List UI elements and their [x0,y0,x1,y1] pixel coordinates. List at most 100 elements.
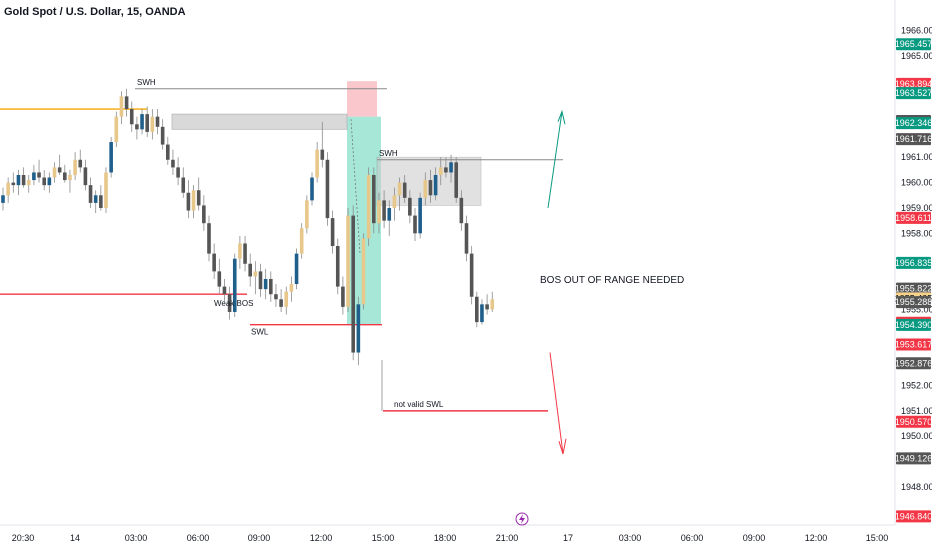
candle-body [402,182,407,198]
candle-body [258,271,263,290]
candle-body [191,190,196,211]
price-badge [896,256,931,269]
candle-body [428,180,433,196]
candle-body [248,263,252,277]
price-badge-label: 1955.288 [895,297,932,307]
candle-body [109,142,113,173]
candle-body [145,114,149,132]
candle-body [83,167,88,186]
time-tick-label: 06:00 [187,533,210,543]
candle-body [392,195,397,208]
candle-body [78,159,83,168]
candle-body [63,172,67,181]
time-tick-label: 03:00 [619,533,642,543]
candle-body [387,207,392,221]
candle-body [57,167,62,173]
price-badge-label: 1956.835 [895,258,932,268]
down-arrow-head [558,438,567,455]
candle-body [366,175,371,239]
swl-label: SWL [251,328,269,337]
candle-body [150,116,155,132]
candle-body [289,284,294,292]
candle-body [485,304,489,310]
time-tick-label: 09:00 [743,533,766,543]
price-tick-label: 1955.000 [901,304,932,314]
price-badge-label: 1958.611 [895,213,932,223]
candle-body [32,172,36,181]
candle-body [181,177,186,193]
candle-body [274,294,278,300]
candle-body [299,228,304,254]
price-badge [896,282,931,295]
price-badge [896,296,931,309]
weak-bos-label: Weak BOS [214,299,253,308]
time-tick-label: 09:00 [248,533,271,543]
time-tick-label: 03:00 [125,533,148,543]
candle-body [202,205,206,224]
candle-body [16,175,21,186]
candle-body [335,246,340,287]
candle-body [433,175,438,196]
price-badge-label: 1952.876 [895,358,932,368]
candle-body [196,190,201,206]
candle-body [26,180,31,186]
chart-title: Gold Spot / U.S. Dollar, 15, OANDA [4,6,186,18]
candle-body [305,200,309,229]
price-tick-label: 1965.000 [901,51,932,61]
candle-body [232,258,237,312]
price-badge [896,357,931,370]
candle-body [356,304,361,353]
candle-body [346,215,350,307]
candle-body [310,177,314,201]
time-tick-label: 17 [563,533,573,543]
candle-body [68,175,72,181]
price-tick-label: 1950.000 [901,431,932,441]
candle-body [361,238,366,305]
candle-body [11,182,16,186]
candle-body [418,197,422,234]
candle-body [119,96,124,117]
price-badge-label: 1962.346 [895,118,932,128]
candle-body [330,218,335,247]
time-tick-label: 12:00 [805,533,828,543]
price-badge [896,338,931,351]
candle-body [372,175,376,224]
down-arrow [549,352,564,455]
candle-body [397,182,402,196]
candle-body [480,304,484,323]
time-tick-label: 18:00 [434,533,457,543]
lightning-icon-bolt [519,514,525,524]
candle-body [382,200,386,221]
price-badge [896,510,931,523]
candle-body [408,197,412,216]
candle-body [73,159,77,175]
candle-body [413,215,417,234]
candle-body [243,243,247,264]
candle-body [104,172,108,208]
candle-body [475,296,479,323]
candle-body [469,253,474,297]
candle-body [490,299,495,310]
candle-body [269,278,273,295]
candle-body [464,223,469,254]
time-tick-label: 21:00 [496,533,519,543]
price-badge [896,133,931,146]
swh-label-1: SWH [137,78,156,87]
price-badge [896,38,931,51]
time-tick-label: 20:30 [12,533,35,543]
candle-body [227,294,232,312]
price-tick-label: 1966.000 [901,25,932,35]
candle-body [140,114,144,130]
candle-body [52,167,57,178]
candle-body [160,126,165,145]
candle-body [124,96,129,110]
time-tick-label: 06:00 [681,533,704,543]
stop-zone [347,81,377,117]
candle-body [47,177,52,186]
price-tick-label: 1948.000 [901,482,932,492]
candle-body [37,172,41,178]
candle-body [263,278,268,290]
price-badge [896,87,931,100]
candle-body [423,180,428,198]
